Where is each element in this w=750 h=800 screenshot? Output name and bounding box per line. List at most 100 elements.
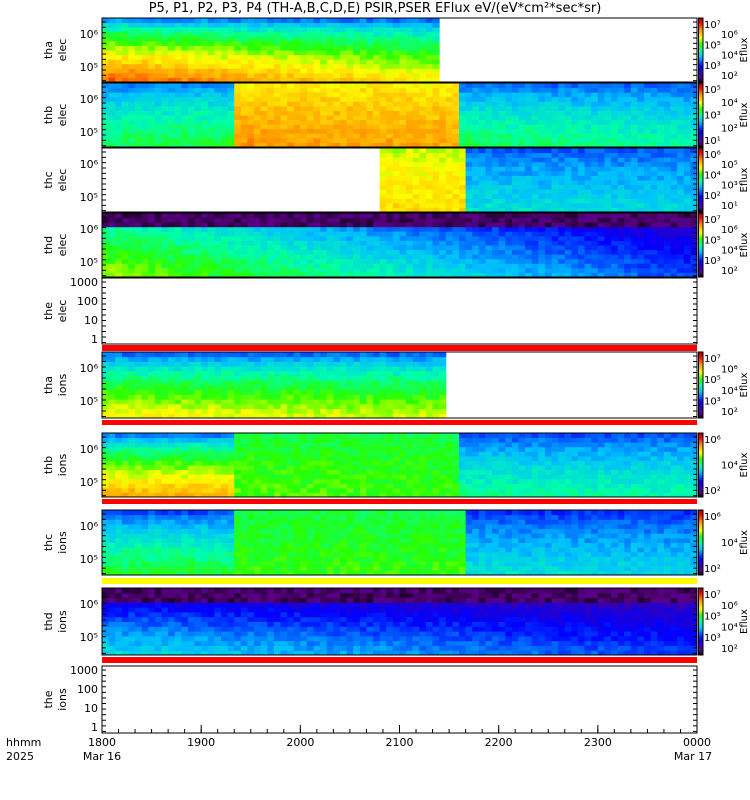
heatmap-cell bbox=[406, 31, 414, 37]
heatmap-cell bbox=[333, 50, 341, 56]
heatmap-cell bbox=[340, 370, 348, 377]
heatmap-cell bbox=[670, 213, 678, 219]
heatmap-cell bbox=[267, 235, 275, 241]
heatmap-cell bbox=[273, 22, 281, 28]
heatmap-cell bbox=[221, 254, 229, 260]
heatmap-cell bbox=[531, 87, 539, 93]
heatmap-cell bbox=[240, 27, 248, 33]
heatmap-cell bbox=[538, 249, 546, 255]
heatmap-cell bbox=[683, 263, 691, 269]
heatmap-cell bbox=[108, 394, 116, 400]
heatmap-cell bbox=[584, 254, 592, 260]
heatmap-cell bbox=[247, 142, 255, 148]
heatmap-cell bbox=[293, 128, 301, 134]
heatmap-cell bbox=[465, 258, 473, 264]
heatmap-cell bbox=[604, 213, 612, 219]
heatmap-cell bbox=[141, 263, 149, 269]
heatmap-cell bbox=[313, 263, 321, 269]
heatmap-cell bbox=[201, 87, 209, 93]
heatmap-cell bbox=[366, 40, 374, 46]
heatmap-cell bbox=[346, 142, 354, 148]
heatmap-cell bbox=[498, 263, 506, 269]
heatmap-cell bbox=[412, 258, 420, 264]
heatmap-cell bbox=[432, 272, 440, 278]
heatmap-cell bbox=[187, 128, 196, 134]
heatmap-cell bbox=[459, 254, 467, 260]
heatmap-cell bbox=[121, 115, 129, 121]
colorbar-swatch bbox=[698, 80, 703, 83]
heatmap-cell bbox=[214, 231, 222, 237]
heatmap-cell bbox=[333, 27, 341, 33]
heatmap-cell bbox=[154, 101, 162, 107]
heatmap-cell bbox=[531, 148, 539, 154]
heatmap-cell bbox=[478, 137, 486, 143]
heatmap-cell bbox=[611, 166, 619, 172]
heatmap-cell bbox=[254, 366, 262, 372]
heatmap-cell bbox=[115, 119, 123, 125]
heatmap-cell bbox=[174, 27, 182, 33]
heatmap-cell bbox=[260, 222, 268, 228]
heatmap-cell bbox=[280, 101, 288, 107]
heatmap-cell bbox=[597, 254, 605, 260]
heatmap-cell bbox=[439, 202, 447, 208]
heatmap-cell bbox=[650, 254, 658, 260]
heatmap-cell bbox=[161, 263, 169, 269]
colorbar-swatch bbox=[698, 208, 703, 211]
heatmap-cell bbox=[154, 231, 162, 237]
heatmap-cell bbox=[511, 254, 519, 260]
heatmap-cell bbox=[161, 101, 169, 107]
heatmap-cell bbox=[406, 170, 414, 176]
heatmap-cell bbox=[644, 263, 652, 269]
colorbar-swatch bbox=[698, 100, 703, 103]
heatmap-cell bbox=[564, 87, 572, 93]
heatmap-cell bbox=[214, 361, 222, 367]
heatmap-cell bbox=[187, 370, 196, 377]
heatmap-cell bbox=[254, 77, 262, 83]
heatmap-cell bbox=[478, 157, 486, 163]
heatmap-cell bbox=[584, 137, 592, 143]
heatmap-cell bbox=[511, 222, 519, 228]
heatmap-cell bbox=[280, 87, 288, 93]
heatmap-cell bbox=[412, 263, 420, 269]
heatmap-cell bbox=[571, 258, 579, 264]
heatmap-cell bbox=[379, 193, 387, 199]
heatmap-cell bbox=[439, 133, 447, 139]
heatmap-cell bbox=[617, 193, 625, 199]
heatmap-cell bbox=[452, 128, 460, 134]
heatmap-cell bbox=[604, 119, 612, 125]
heatmap-cell bbox=[306, 213, 315, 219]
heatmap-cell bbox=[273, 124, 281, 130]
heatmap-cell bbox=[280, 137, 288, 143]
heatmap-cell bbox=[432, 222, 440, 228]
heatmap-cell bbox=[168, 87, 176, 93]
heatmap-cell bbox=[287, 137, 295, 143]
heatmap-cell bbox=[472, 92, 480, 98]
heatmap-cell bbox=[637, 166, 645, 172]
heatmap-cell bbox=[247, 267, 255, 273]
heatmap-cell bbox=[340, 389, 348, 395]
heatmap-cell bbox=[677, 263, 685, 269]
heatmap-cell bbox=[346, 119, 354, 125]
heatmap-cell bbox=[452, 258, 460, 264]
heatmap-cell bbox=[287, 54, 295, 60]
heatmap-cell bbox=[584, 180, 592, 186]
heatmap-cell bbox=[379, 408, 387, 414]
heatmap-cell bbox=[115, 18, 123, 24]
colorbar-tick-label: 10³ bbox=[704, 256, 721, 267]
heatmap-cell bbox=[425, 394, 434, 400]
heatmap-cell bbox=[624, 254, 632, 260]
heatmap-cell bbox=[181, 87, 189, 93]
heatmap-cell bbox=[234, 370, 242, 377]
heatmap-cell bbox=[511, 119, 519, 125]
heatmap-cell bbox=[663, 189, 672, 195]
heatmap-cell bbox=[578, 272, 586, 278]
heatmap-cell bbox=[333, 105, 341, 111]
heatmap-cell bbox=[108, 36, 116, 42]
heatmap-cell bbox=[657, 184, 665, 190]
heatmap-cell bbox=[240, 137, 248, 143]
heatmap-cell bbox=[425, 54, 434, 60]
heatmap-cell bbox=[472, 254, 480, 260]
heatmap-cell bbox=[392, 413, 400, 419]
heatmap-cell bbox=[168, 217, 176, 223]
heatmap-cell bbox=[564, 213, 572, 219]
